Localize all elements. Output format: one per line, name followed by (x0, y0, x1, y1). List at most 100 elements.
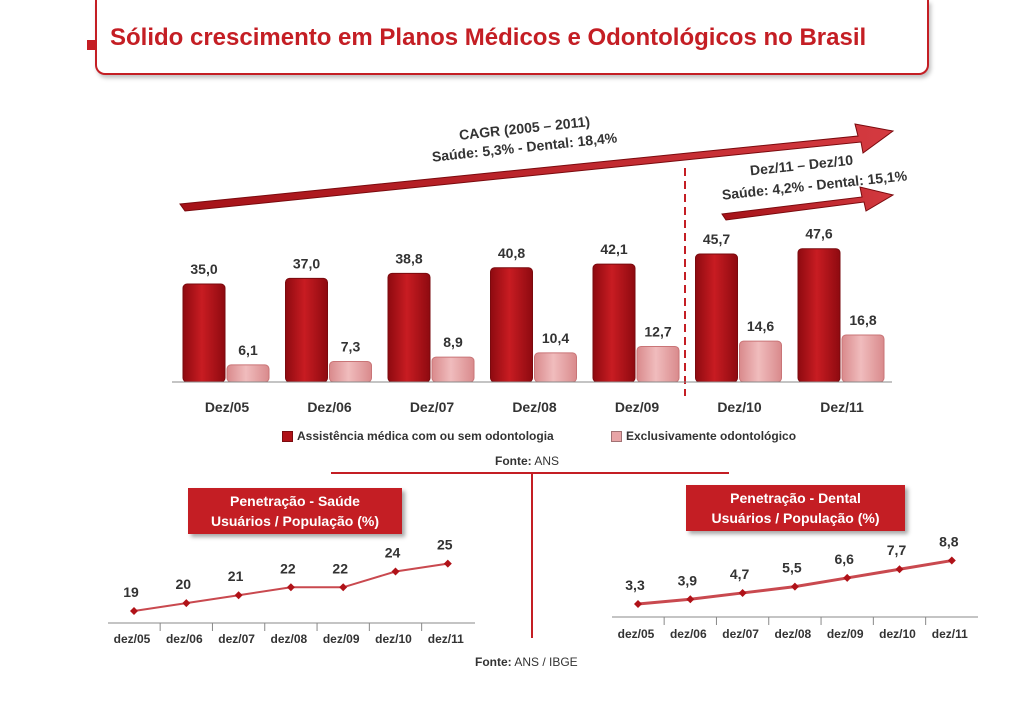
dental-category-label: dez/06 (670, 627, 707, 641)
source-main-value: ANS (531, 454, 560, 468)
dental-value-label: 3,3 (625, 577, 645, 593)
source-bottom-label: Fonte: (475, 655, 512, 669)
bar-label-dental: 6,1 (238, 342, 258, 358)
bar-label-medical: 47,6 (805, 226, 832, 242)
bar-medical (592, 263, 636, 383)
yoy-arrow (721, 186, 895, 221)
health-value-label: 25 (437, 537, 453, 553)
dental-point (686, 595, 695, 604)
bar-category-label: Dez/11 (820, 399, 864, 415)
bar-medical (285, 277, 328, 383)
dental-point (843, 573, 852, 582)
health-point (286, 583, 295, 592)
health-value-label: 20 (176, 576, 192, 592)
dental-point (790, 582, 799, 591)
dental-category-label: dez/09 (827, 627, 864, 641)
title-box (95, 0, 929, 75)
bar-dental (636, 345, 680, 383)
dental-title-line1: Penetração - Dental (730, 490, 861, 506)
dental-value-label: 4,7 (730, 566, 750, 582)
health-value-label: 22 (280, 560, 296, 576)
bar-label-dental: 12,7 (644, 323, 671, 339)
source-bottom: Fonte: ANS / IBGE (475, 655, 578, 669)
dental-point (634, 600, 642, 608)
health-category-label: dez/09 (323, 632, 360, 646)
legend-swatch-dental (611, 430, 622, 442)
dental-category-label: dez/07 (722, 627, 759, 641)
legend-item-dental: Exclusivamente odontológico (611, 429, 796, 443)
dental-penetration-title: Penetração - Dental Usuários / População… (686, 485, 905, 531)
health-category-label: dez/11 (428, 632, 464, 646)
health-point (391, 567, 400, 576)
bar-medical (695, 253, 738, 383)
legend-swatch-medical (282, 430, 293, 442)
dental-category-label: dez/11 (932, 627, 968, 641)
bar-label-dental: 8,9 (443, 334, 463, 350)
health-category-label: dez/06 (166, 632, 203, 646)
bar-dental (841, 334, 885, 383)
bar-label-medical: 42,1 (600, 241, 627, 257)
health-value-label: 19 (123, 584, 139, 600)
dental-value-label: 8,8 (939, 534, 959, 550)
health-point (443, 559, 452, 568)
health-point (130, 607, 138, 615)
bar-medical (490, 267, 533, 383)
source-main: Fonte: ANS (495, 454, 559, 468)
bar-label-medical: 40,8 (498, 245, 525, 261)
bar-category-label: Dez/05 (205, 399, 250, 415)
bar-label-medical: 37,0 (293, 255, 320, 271)
health-value-label: 21 (228, 568, 244, 584)
bar-medical (797, 248, 841, 383)
health-value-label: 22 (332, 560, 348, 576)
bar-category-label: Dez/06 (307, 399, 352, 415)
legend-item-medical: Assistência médica com ou sem odontologi… (282, 429, 554, 443)
bar-label-dental: 10,4 (542, 330, 569, 346)
bar-medical (387, 272, 431, 383)
bar-label-dental: 16,8 (849, 312, 876, 328)
health-point (182, 599, 191, 608)
health-point (339, 583, 348, 592)
bar-dental (329, 361, 372, 383)
dental-value-label: 6,6 (834, 551, 854, 567)
dental-value-label: 3,9 (678, 572, 698, 588)
source-main-label: Fonte: (495, 454, 532, 468)
health-penetration-title: Penetração - Saúde Usuários / População … (188, 488, 402, 534)
health-value-label: 24 (385, 545, 401, 561)
dental-value-label: 5,5 (782, 560, 802, 576)
dental-value-label: 7,7 (887, 542, 907, 558)
source-bottom-value: ANS / IBGE (511, 655, 578, 669)
dental-title-line2: Usuários / População (%) (711, 510, 880, 526)
health-title-line2: Usuários / População (%) (210, 513, 380, 529)
bar-label-medical: 38,8 (395, 250, 422, 266)
cagr-arrow (179, 123, 895, 212)
page-title: Sólido crescimento em Planos Médicos e O… (110, 24, 867, 51)
dental-point (738, 588, 747, 597)
bar-category-label: Dez/10 (717, 399, 762, 415)
dental-category-label: dez/05 (618, 627, 655, 641)
title-bullet (87, 40, 97, 50)
health-category-label: dez/07 (218, 632, 255, 646)
bar-label-medical: 35,0 (190, 261, 217, 277)
bar-dental (534, 352, 577, 383)
dental-point (895, 565, 904, 574)
health-point (234, 591, 243, 600)
health-category-label: dez/05 (114, 632, 151, 646)
dental-point (947, 556, 956, 565)
legend-label-medical: Assistência médica com ou sem odontologi… (297, 429, 554, 443)
bar-label-medical: 45,7 (703, 231, 730, 247)
health-title-line1: Penetração - Saúde (230, 493, 360, 509)
bar-label-dental: 14,6 (747, 318, 774, 334)
bar-dental (739, 340, 782, 383)
bar-category-label: Dez/07 (410, 399, 455, 415)
health-category-label: dez/08 (271, 632, 308, 646)
section-divider-horizontal (331, 472, 729, 474)
bar-medical (182, 283, 226, 383)
bar-category-label: Dez/08 (512, 399, 557, 415)
dental-category-label: dez/08 (775, 627, 812, 641)
bar-dental (226, 364, 270, 383)
health-category-label: dez/10 (375, 632, 412, 646)
bar-legend: Assistência médica com ou sem odontologi… (0, 429, 1023, 449)
bar-dental (431, 356, 475, 383)
bar-category-label: Dez/09 (615, 399, 660, 415)
